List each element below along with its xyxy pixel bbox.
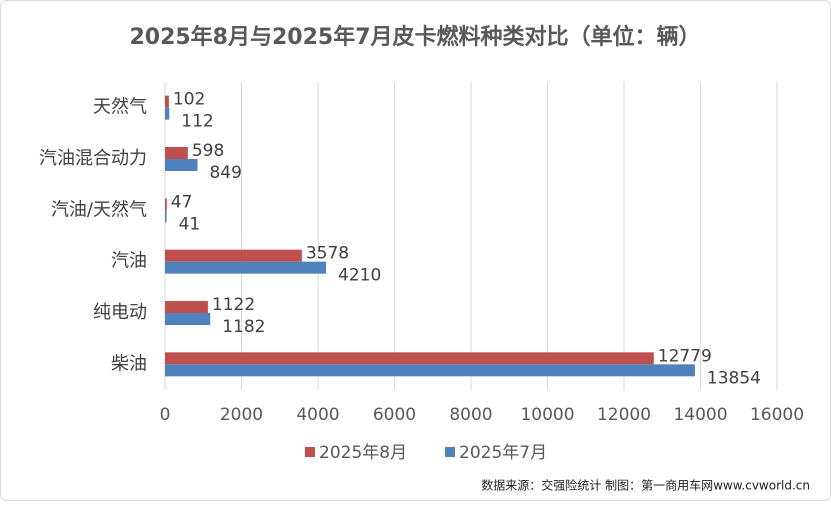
legend-swatch xyxy=(445,447,455,457)
bar xyxy=(165,107,170,120)
bar xyxy=(165,95,169,108)
source-note: 数据来源：交强险统计 制图：第一商用车网www.cvworld.cn xyxy=(481,478,810,493)
y-tick-label: 柴油 xyxy=(111,353,147,374)
legend-label: 2025年8月 xyxy=(319,443,407,463)
bar xyxy=(165,249,302,262)
bar xyxy=(165,261,327,274)
x-tick-label: 14000 xyxy=(673,405,727,425)
y-tick-label: 汽油/天然气 xyxy=(51,199,147,220)
y-tick-label: 汽油混合动力 xyxy=(39,148,147,169)
legend-label: 2025年7月 xyxy=(459,443,547,463)
bar xyxy=(165,198,167,211)
x-tick-label: 12000 xyxy=(597,405,651,425)
value-label: 12779 xyxy=(658,346,712,366)
value-label: 849 xyxy=(209,163,241,183)
value-label: 102 xyxy=(173,90,205,110)
chart-title: 2025年8月与2025年7月皮卡燃料种类对比（单位：辆） xyxy=(129,24,700,50)
value-label: 112 xyxy=(181,112,213,132)
legend-swatch xyxy=(305,447,315,457)
bar xyxy=(165,301,208,313)
bar xyxy=(165,159,198,171)
y-tick-label: 汽油 xyxy=(111,251,147,272)
value-label: 3578 xyxy=(306,244,349,264)
value-label: 47 xyxy=(171,192,193,212)
x-tick-label: 0 xyxy=(160,405,171,425)
x-tick-label: 6000 xyxy=(373,405,416,425)
y-tick-label: 天然气 xyxy=(93,97,147,118)
value-label: 41 xyxy=(179,214,201,234)
value-label: 13854 xyxy=(707,368,761,388)
x-tick-label: 10000 xyxy=(520,405,574,425)
value-label: 1182 xyxy=(222,317,265,337)
value-label: 4210 xyxy=(338,266,381,286)
x-tick-label: 8000 xyxy=(449,405,492,425)
value-label: 1122 xyxy=(212,295,255,315)
bar xyxy=(165,210,167,223)
bar xyxy=(165,352,654,365)
bar xyxy=(165,364,695,377)
y-tick-label: 纯电动 xyxy=(93,302,147,323)
bar xyxy=(165,147,188,159)
x-tick-label: 16000 xyxy=(750,405,804,425)
x-tick-label: 4000 xyxy=(296,405,339,425)
bar xyxy=(165,313,211,325)
x-tick-label: 2000 xyxy=(220,405,263,425)
value-label: 598 xyxy=(192,141,224,161)
